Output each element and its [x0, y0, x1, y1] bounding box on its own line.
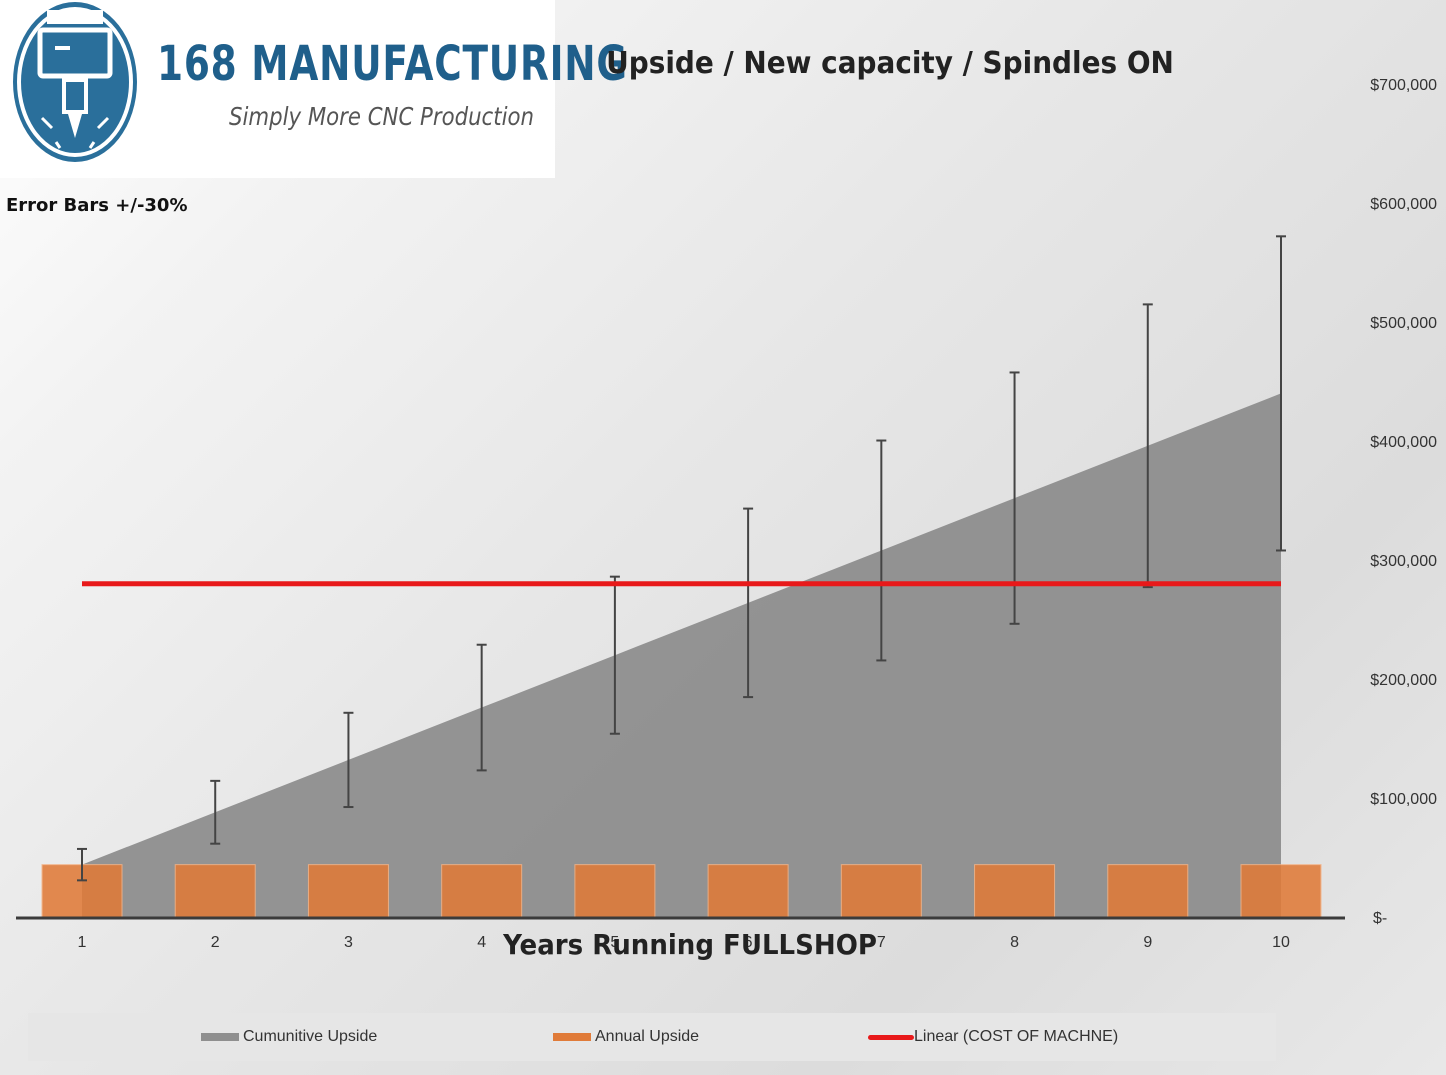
x-tick-label: 5 — [610, 934, 619, 951]
x-tick-label: 9 — [1143, 934, 1152, 951]
cumulative-upside-area — [82, 393, 1281, 917]
annual-upside-bar — [1107, 864, 1189, 918]
error-bars-layer — [77, 235, 1286, 882]
y-tick-label: $400,000 — [1370, 434, 1437, 451]
annual-upside-bar — [574, 864, 656, 918]
annual-upside-bar — [441, 864, 523, 918]
legend-swatch-cost-line — [868, 1034, 914, 1040]
legend-label-cumulative: Cumunitive Upside — [243, 1028, 378, 1045]
annual-upside-bar — [974, 864, 1056, 918]
y-tick-label: $200,000 — [1370, 672, 1437, 689]
x-tick-label: 6 — [744, 934, 753, 951]
cumulative-area-layer — [82, 393, 1281, 917]
chart-title: Upside / New capacity / Spindles ON — [606, 46, 1174, 81]
error-bar — [343, 711, 354, 809]
error-bar — [210, 779, 221, 845]
error-bar — [476, 643, 487, 772]
x-tick-label: 8 — [1010, 934, 1019, 951]
error-bars-note: Error Bars +/-30% — [6, 195, 188, 216]
x-tick-label: 2 — [211, 934, 220, 951]
y-tick-label: $- — [1373, 910, 1387, 927]
legend-swatch-annual — [553, 1033, 591, 1041]
logo-area: 168 MANUFACTURING Simply More CNC Produc… — [0, 0, 627, 178]
y-tick-label: $500,000 — [1370, 315, 1437, 332]
x-tick-label: 4 — [477, 934, 486, 951]
x-tick-label: 1 — [78, 934, 87, 951]
annual-upside-bar — [840, 864, 922, 918]
annual-upside-bar — [707, 864, 789, 918]
y-tick-label: $600,000 — [1370, 196, 1437, 213]
annual-upside-bar — [1240, 864, 1322, 918]
legend-item-annual: Annual Upside — [553, 1013, 699, 1061]
legend: Cumunitive Upside Annual Upside Linear (… — [28, 1013, 1276, 1061]
error-bar — [609, 575, 620, 735]
x-tick-labels: 1 2 3 4 5 6 7 8 9 10 — [78, 934, 1290, 951]
x-axis-title: Years Running FULLSHOP — [503, 928, 877, 961]
legend-label-cost-line: Linear (COST OF MACHNE) — [914, 1028, 1119, 1045]
annual-bars-layer — [41, 864, 1322, 918]
x-tick-label: 7 — [877, 934, 886, 951]
legend-label-annual: Annual Upside — [595, 1028, 700, 1045]
legend-swatch-cumulative — [201, 1033, 239, 1041]
y-tick-label: $700,000 — [1370, 77, 1437, 94]
y-tick-label: $100,000 — [1370, 791, 1437, 808]
x-tick-label: 10 — [1272, 934, 1290, 951]
x-tick-label: 3 — [344, 934, 353, 951]
annual-upside-bar — [174, 864, 256, 918]
y-tick-labels: $- $100,000 $200,000 $300,000 $400,000 $500,0… — [1370, 77, 1437, 927]
brand-name: 168 MANUFACTURING — [157, 36, 628, 92]
legend-item-cumulative: Cumunitive Upside — [201, 1013, 377, 1061]
error-bar — [1276, 235, 1286, 552]
error-bar — [876, 439, 887, 662]
error-bar — [1142, 303, 1153, 589]
cnc-spindle-logo-icon — [13, 2, 137, 162]
legend-item-cost-line: Linear (COST OF MACHNE) — [868, 1013, 1118, 1061]
error-bar — [743, 507, 754, 699]
y-tick-label: $300,000 — [1370, 553, 1437, 570]
annual-upside-bar — [307, 864, 389, 918]
brand-tagline: Simply More CNC Production — [229, 102, 534, 131]
error-bar — [77, 847, 87, 882]
